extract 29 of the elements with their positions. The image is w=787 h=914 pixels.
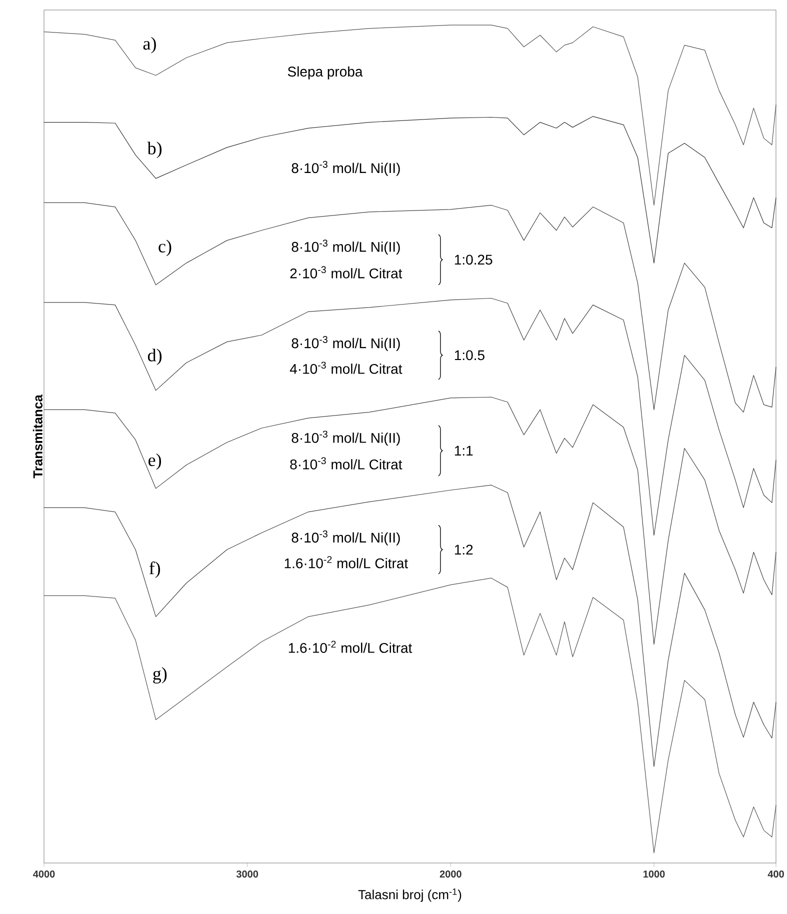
series-label: d) [148,348,162,366]
x-tick-label: 3000 [236,870,258,878]
x-axis-title: Talasni broj (cm$^{-1}$) [358,888,462,902]
annotation: 2·10$^{-3}$ mol/L Citrat [290,266,402,278]
series-label: g) [153,667,167,684]
annotation: 1.6·10$^{-2}$ mol/L Citrat [288,640,412,653]
x-tick-label: 4000 [33,870,55,878]
x-tick-label: 400 [768,870,784,878]
annotation: 8·10$^{-3}$ mol/L Ni(II) [292,160,400,176]
series-label: b) [147,142,162,158]
annotation: 8·10$^{-3}$ mol/L Ni(II) [292,530,400,546]
series-label: e) [148,453,162,470]
annotation: 8·10$^{-3}$ mol/L Ni(II) [292,430,400,446]
annotation: 1:1 [454,446,473,456]
annotation: 8·10$^{-3}$ mol/L Citrat [290,457,402,470]
annotation: 8·10$^{-3}$ mol/L Ni(II) [292,240,400,255]
series-label: a) [143,37,156,54]
series-label: c) [158,240,172,256]
annotation: 1:2 [454,544,473,555]
x-tick-label: 1000 [643,870,665,878]
annotation: 8·10$^{-3}$ mol/L Ni(II) [292,336,400,351]
annotation: Slepa proba [288,66,363,80]
annotation: 4·10$^{-3}$ mol/L Citrat [290,362,402,374]
x-tick-label: 2000 [440,870,462,878]
annotation: 1:0.25 [454,254,492,265]
y-axis-title: Transmitanca [32,394,42,478]
annotation: 1.6·10$^{-2}$ mol/L Citrat [284,556,408,568]
annotation: 1:0.5 [454,350,484,360]
series-label: f) [149,561,160,578]
